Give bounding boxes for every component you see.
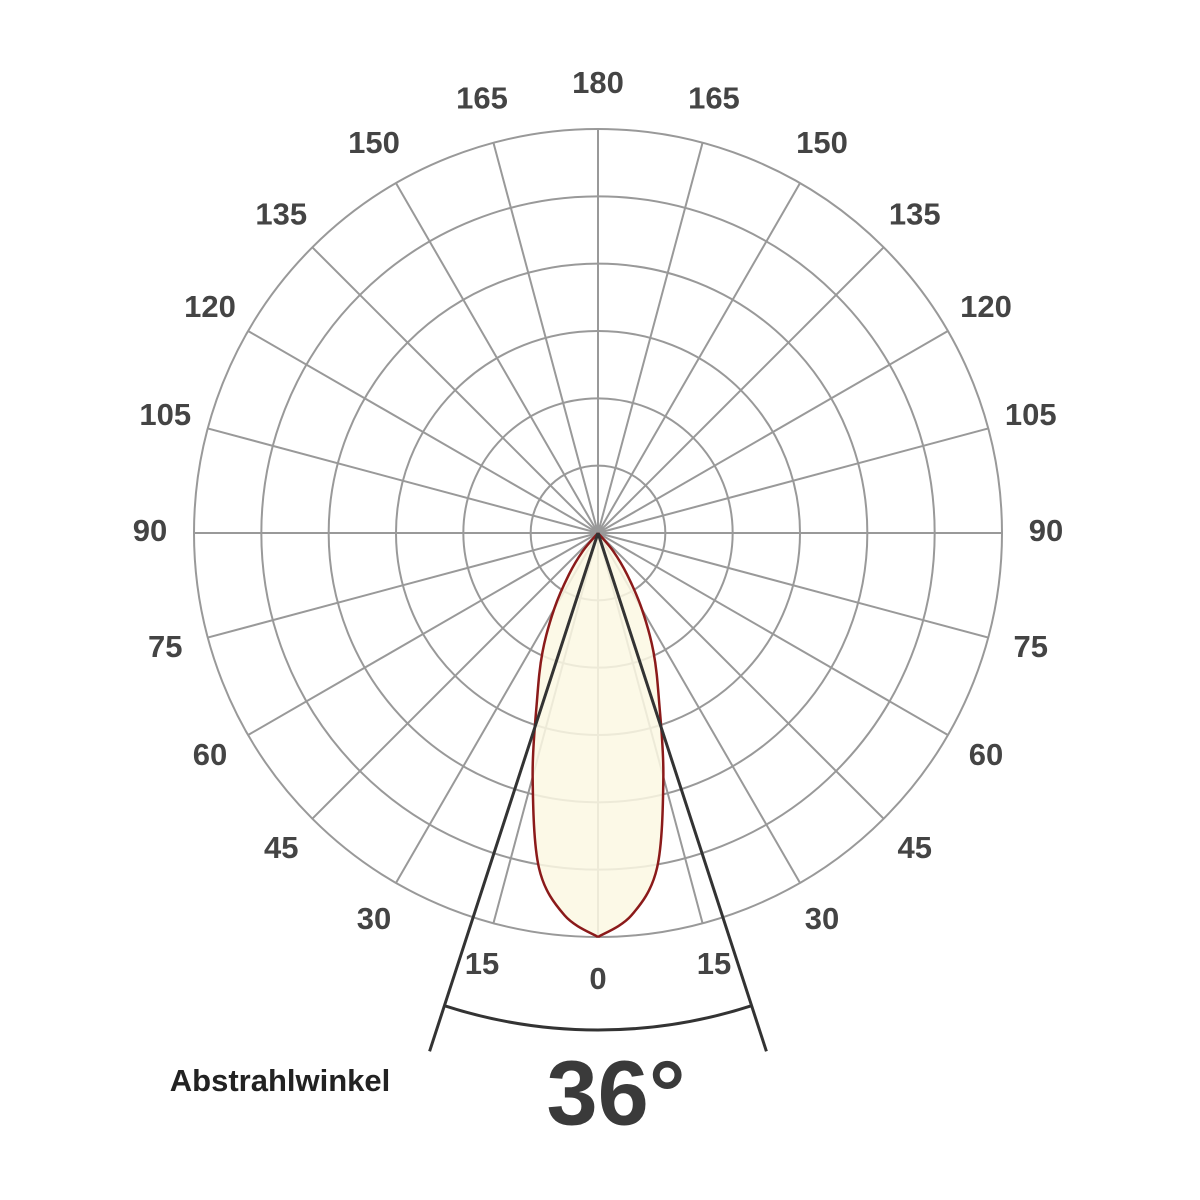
grid-spoke — [597, 532, 885, 820]
angle-label: 60 — [969, 737, 1003, 772]
angle-label: 90 — [1029, 513, 1063, 548]
lobe-fill — [598, 533, 664, 937]
grid-spoke — [311, 532, 599, 820]
angle-label: 105 — [1005, 397, 1057, 432]
angle-label: 105 — [139, 397, 191, 432]
angle-label: 135 — [889, 196, 941, 231]
angle-label: 60 — [193, 737, 227, 772]
angle-label: 15 — [697, 946, 731, 981]
beam-arc — [443, 1004, 753, 1032]
grid-spoke — [207, 532, 599, 639]
grid-spoke — [597, 246, 885, 534]
angle-label: 30 — [357, 901, 391, 936]
grid-spoke — [597, 142, 704, 534]
angle-label: 150 — [348, 125, 400, 160]
angle-label: 90 — [133, 513, 167, 548]
angle-label: 135 — [255, 196, 307, 231]
angle-label: 30 — [805, 901, 839, 936]
angle-label: 165 — [688, 80, 740, 115]
angle-label: 165 — [456, 80, 508, 115]
angle-label: 75 — [148, 629, 182, 664]
angle-label: 150 — [796, 125, 848, 160]
intensity-curve — [531, 532, 599, 939]
grid-spoke — [492, 142, 599, 534]
grid-spoke — [247, 532, 599, 736]
angle-label: 75 — [1013, 629, 1047, 664]
grid-spoke — [597, 532, 949, 736]
beam-line — [596, 532, 768, 1052]
angle-label: 120 — [184, 289, 236, 324]
grid-spoke — [311, 246, 599, 534]
angle-label: 45 — [264, 830, 298, 865]
grid-spoke — [207, 427, 599, 534]
lobe-fill — [532, 533, 598, 937]
angle-label: 180 — [572, 65, 624, 100]
grid-spoke — [247, 330, 599, 534]
angle-label: 120 — [960, 289, 1012, 324]
grid-spoke — [597, 330, 949, 534]
angle-label: 45 — [898, 830, 932, 865]
grid-spoke — [395, 182, 599, 534]
grid-spoke — [597, 182, 801, 534]
grid-spoke — [597, 532, 989, 639]
grid-spoke — [597, 427, 989, 534]
beam-label: Abstrahlwinkel — [170, 1063, 391, 1098]
angle-label: 0 — [589, 961, 606, 996]
beam-angle-value: 36° — [546, 1042, 685, 1144]
beam-line — [428, 532, 600, 1052]
angle-label: 15 — [465, 946, 499, 981]
intensity-curve — [597, 532, 665, 939]
